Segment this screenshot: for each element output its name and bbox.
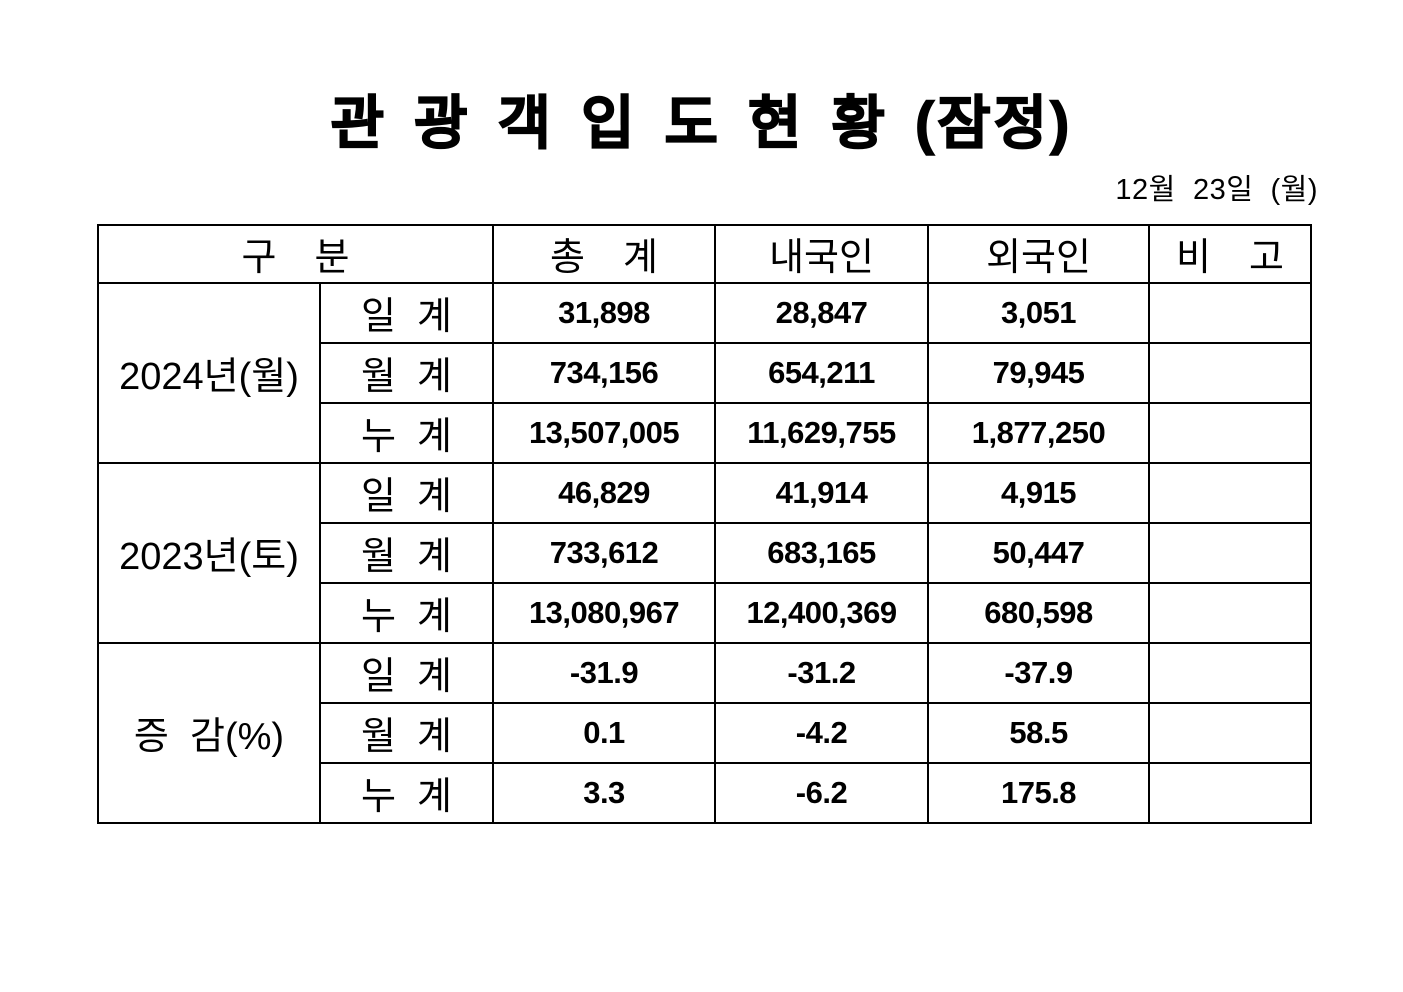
value-cell-domestic: 683,165 xyxy=(714,521,930,584)
value-cell-domestic: 28,847 xyxy=(714,281,930,344)
report-date: 12월 23일 (월) xyxy=(1115,173,1318,206)
value-cell-total: 734,156 xyxy=(492,341,717,404)
statistics-table: 구 분 총 계 내국인 외국인 비 고 2024년(월) 일 계 31,898 … xyxy=(96,223,1313,824)
table-row: 2023년(토) 일 계 46,829 41,914 4,915 xyxy=(97,461,1313,644)
value-cell-total: 3.3 xyxy=(492,761,717,824)
value-cell-total: 31,898 xyxy=(492,281,717,344)
table-row: 2024년(월) 일 계 31,898 28,847 3,051 xyxy=(97,281,1313,464)
row-label-cumulative: 누 계 xyxy=(318,581,495,644)
row-label-daily: 일 계 xyxy=(318,281,495,344)
value-cell-total: 0.1 xyxy=(492,701,717,764)
note-cell xyxy=(1148,341,1313,404)
value-cell-foreign: 175.8 xyxy=(927,761,1151,824)
value-cell-total: 733,612 xyxy=(492,521,717,584)
value-cell-domestic: 41,914 xyxy=(714,461,930,524)
table-row: 누 계 3.3 -6.2 175.8 xyxy=(98,761,1313,824)
value-cell-foreign: -37.9 xyxy=(927,641,1151,704)
table-row: 월 계 0.1 -4.2 58.5 xyxy=(98,701,1313,764)
document-title: 관 광 객 입 도 현 황 (잠정) xyxy=(330,91,1073,156)
note-cell xyxy=(1148,761,1313,824)
value-cell-total: -31.9 xyxy=(492,641,717,704)
value-cell-total: 13,080,967 xyxy=(492,581,717,644)
value-cell-foreign: 1,877,250 xyxy=(927,401,1151,464)
value-cell-total: 46,829 xyxy=(492,461,717,524)
note-cell xyxy=(1148,581,1313,644)
header-row: 구 분 총 계 내국인 외국인 비 고 xyxy=(96,223,1313,284)
header-cell-category: 구 분 xyxy=(96,223,495,284)
header-cell-domestic: 내국인 xyxy=(714,223,930,284)
value-cell-foreign: 680,598 xyxy=(927,581,1151,644)
table-row: 월 계 733,612 683,165 50,447 xyxy=(98,521,1313,584)
value-cell-domestic: -6.2 xyxy=(714,761,930,824)
group-label-change-pct: 증 감(%) xyxy=(97,641,321,824)
table-row: 증 감(%) 일 계 -31.9 -31.2 -37.9 xyxy=(97,641,1313,824)
value-cell-domestic: -31.2 xyxy=(714,641,930,704)
table-row: 누 계 13,080,967 12,400,369 680,598 xyxy=(98,581,1313,644)
note-cell xyxy=(1148,521,1313,584)
note-cell xyxy=(1148,641,1313,704)
group-label-2023: 2023년(토) xyxy=(97,461,321,644)
note-cell xyxy=(1148,401,1313,464)
group-label-2024: 2024년(월) xyxy=(97,281,321,464)
value-cell-foreign: 79,945 xyxy=(927,341,1151,404)
row-label-cumulative: 누 계 xyxy=(318,401,495,464)
value-cell-foreign: 50,447 xyxy=(927,521,1151,584)
header-cell-note: 비 고 xyxy=(1148,223,1313,284)
row-label-daily: 일 계 xyxy=(318,641,495,704)
value-cell-foreign: 4,915 xyxy=(927,461,1151,524)
value-cell-foreign: 3,051 xyxy=(927,281,1151,344)
value-cell-domestic: 12,400,369 xyxy=(714,581,930,644)
note-cell xyxy=(1148,461,1313,524)
value-cell-domestic: -4.2 xyxy=(714,701,930,764)
note-cell xyxy=(1148,281,1313,344)
row-label-monthly: 월 계 xyxy=(318,701,495,764)
value-cell-domestic: 11,629,755 xyxy=(714,401,930,464)
table-row: 월 계 734,156 654,211 79,945 xyxy=(98,341,1313,404)
row-label-monthly: 월 계 xyxy=(318,521,495,584)
value-cell-foreign: 58.5 xyxy=(927,701,1151,764)
row-label-monthly: 월 계 xyxy=(318,341,495,404)
row-label-daily: 일 계 xyxy=(318,461,495,524)
value-cell-domestic: 654,211 xyxy=(714,341,930,404)
table-row: 누 계 13,507,005 11,629,755 1,877,250 xyxy=(98,401,1313,464)
row-label-cumulative: 누 계 xyxy=(318,761,495,824)
header-cell-total: 총 계 xyxy=(492,223,717,284)
note-cell xyxy=(1148,701,1313,764)
header-cell-foreign: 외국인 xyxy=(927,223,1151,284)
value-cell-total: 13,507,005 xyxy=(492,401,717,464)
